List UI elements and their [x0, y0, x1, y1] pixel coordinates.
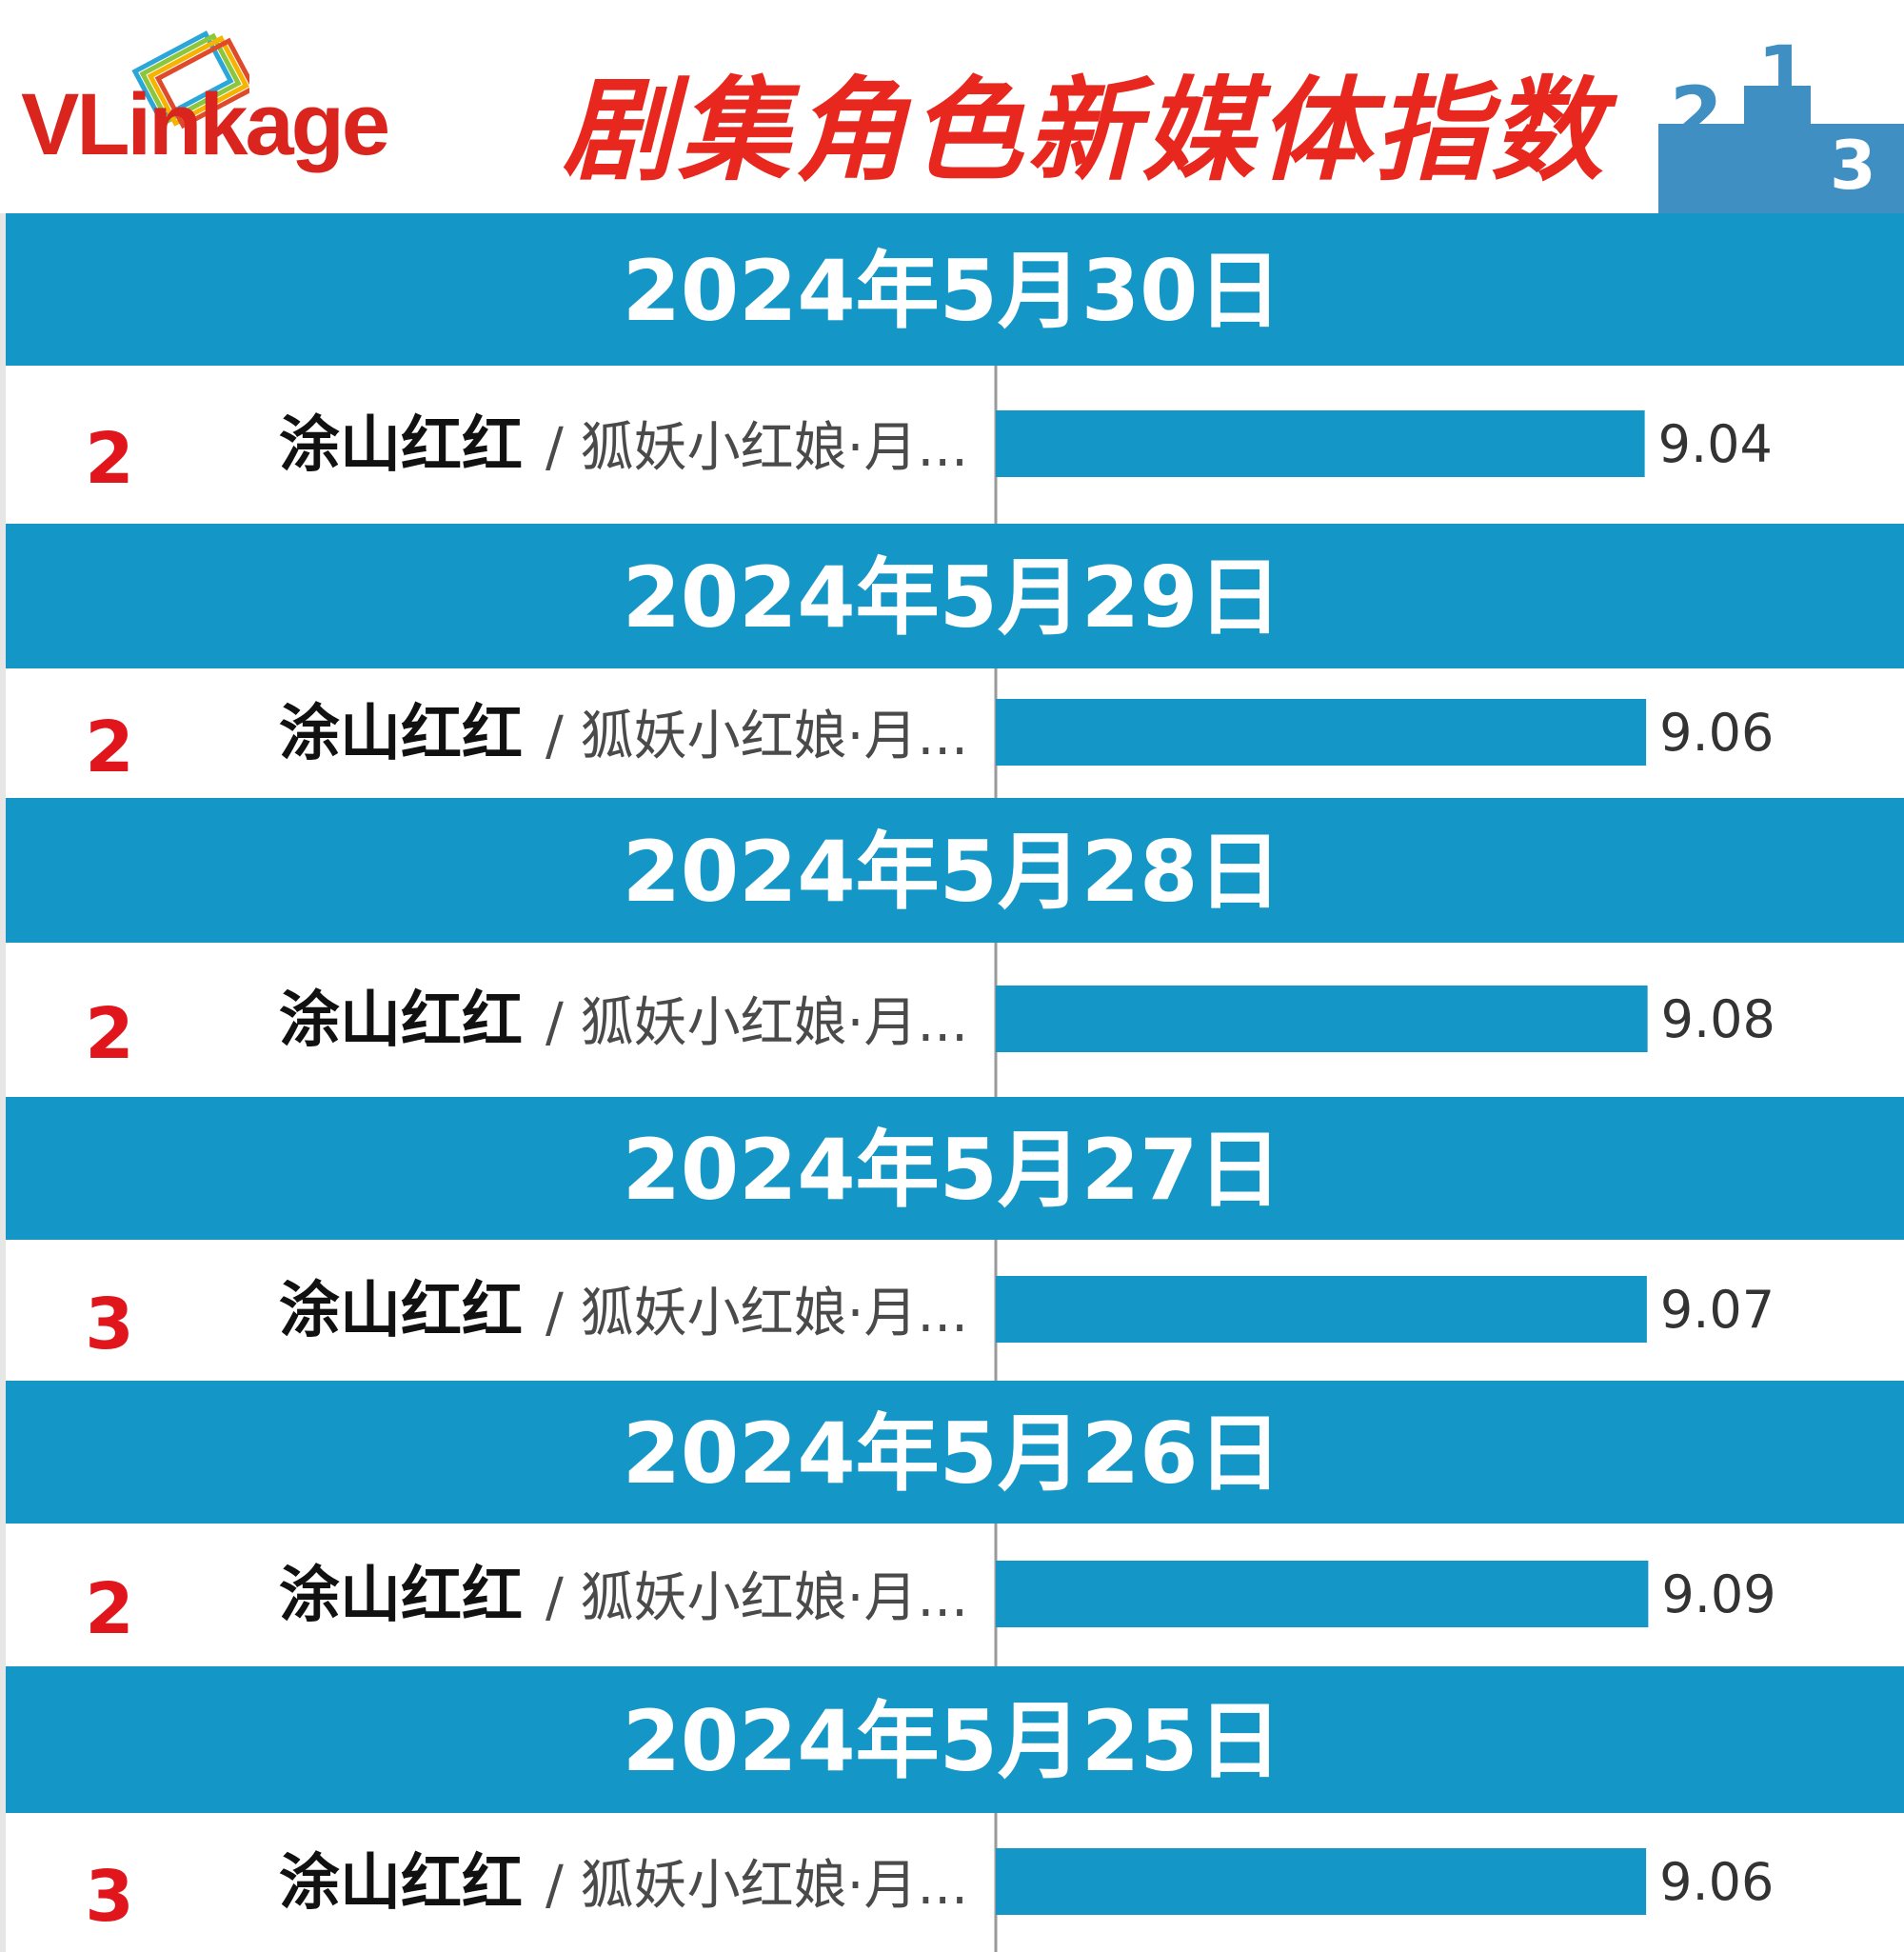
value-label: 9.06 [1659, 1852, 1774, 1912]
value-bar [996, 699, 1647, 766]
show-name: / 狐妖小红娘·月... [545, 1855, 968, 1917]
show-name: / 狐妖小红娘·月... [545, 706, 968, 767]
header: VLinkage 剧集角色新媒体指数 2 1 3 [0, 0, 1904, 213]
character-name: 涂山红红 [279, 986, 523, 1056]
value-label: 9.08 [1661, 989, 1775, 1049]
rank-number: 2 [85, 707, 134, 788]
show-name: / 狐妖小红娘·月... [545, 992, 968, 1054]
character-name: 涂山红红 [279, 1276, 523, 1346]
show-name: / 狐妖小红娘·月... [545, 417, 968, 479]
vlinkage-logo-icon [131, 30, 249, 129]
date-band [6, 1666, 1904, 1813]
svg-text:3: 3 [1830, 127, 1876, 205]
page-title: 剧集角色新媒体指数 [562, 65, 1608, 196]
value-bar [996, 1561, 1649, 1627]
value-bar [996, 1848, 1647, 1915]
value-label: 9.07 [1660, 1280, 1775, 1340]
rank-number: 3 [85, 1856, 134, 1938]
show-name: / 狐妖小红娘·月... [545, 1567, 968, 1629]
date-label: 2024年5月29日 [623, 548, 1282, 647]
date-band [6, 524, 1904, 668]
rank-number: 2 [85, 418, 134, 500]
date-band [6, 213, 1904, 366]
character-name: 涂山红红 [279, 1848, 523, 1919]
date-band [6, 1097, 1904, 1240]
character-name: 涂山红红 [279, 699, 523, 769]
value-bar [996, 410, 1645, 477]
date-band [6, 798, 1904, 943]
logo-text: VLinkage [21, 81, 390, 169]
rank-number: 2 [85, 993, 134, 1075]
date-label: 2024年5月26日 [623, 1404, 1282, 1503]
show-name: / 狐妖小红娘·月... [545, 1283, 968, 1344]
rank-number: 2 [85, 1568, 134, 1650]
svg-text:2: 2 [1670, 70, 1723, 159]
character-name: 涂山红红 [279, 1561, 523, 1631]
rank-number: 3 [85, 1284, 134, 1365]
character-name: 涂山红红 [279, 410, 523, 481]
date-label: 2024年5月28日 [623, 823, 1282, 921]
logo-text-b: age [245, 76, 390, 173]
date-label: 2024年5月25日 [623, 1692, 1282, 1790]
date-label: 2024年5月30日 [623, 242, 1282, 340]
podium-icon: 2 1 3 [1658, 31, 1904, 213]
value-label: 9.09 [1661, 1564, 1775, 1624]
vlinkage-logo: VLinkage [21, 29, 421, 181]
date-label: 2024年5月27日 [623, 1121, 1282, 1219]
date-band [6, 1381, 1904, 1524]
value-bar [996, 986, 1648, 1052]
value-bar [996, 1276, 1647, 1343]
value-label: 9.06 [1659, 703, 1774, 763]
logo-text-a: VLink [21, 76, 248, 173]
value-label: 9.04 [1658, 414, 1773, 474]
svg-text:1: 1 [1757, 31, 1809, 117]
